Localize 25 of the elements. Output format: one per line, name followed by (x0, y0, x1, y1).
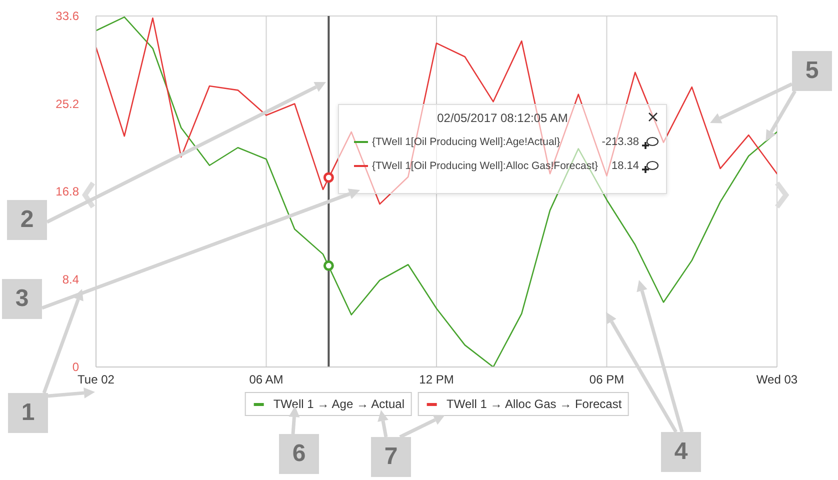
line-series (96, 16, 777, 367)
text: 3 (15, 285, 29, 313)
x-tick-label: 12 PM (419, 372, 454, 387)
annotation: 18.14 (611, 160, 639, 172)
text: 4 (674, 438, 688, 466)
y-tick-label: 16.8 (56, 184, 80, 199)
annotation: -213.38 (602, 136, 639, 148)
annotation: {TWell 1[Oil Producing Well]:Alloc Gas!Forecast} (372, 160, 598, 172)
legend-label: TWell 1 → Alloc Gas → Forecast (446, 397, 622, 411)
annotation: 5 (805, 57, 819, 85)
y-tick-label: 33.6 (56, 9, 80, 24)
text: 6 (292, 440, 306, 468)
legend-label: TWell 1 → Age → Actual (273, 397, 404, 411)
text: 1 (21, 399, 35, 427)
y-tick-label: 8.4 (62, 272, 80, 286)
annotation: {TWell 1[Oil Producing Well]:Age!Actual} (372, 136, 560, 148)
x-tick-label: Tue 02 (78, 372, 115, 387)
y-tick-label: 0 (72, 360, 80, 374)
text: 7 (384, 443, 398, 471)
x-tick-label: 06 AM (249, 372, 284, 387)
text: 2 (20, 206, 34, 234)
annotation: 02/05/2017 08:12:05 AM (437, 111, 568, 125)
x-tick-label: 06 PM (589, 372, 624, 387)
y-tick-label: 25.2 (56, 96, 80, 111)
x-tick-label: Wed 03 (756, 372, 798, 387)
